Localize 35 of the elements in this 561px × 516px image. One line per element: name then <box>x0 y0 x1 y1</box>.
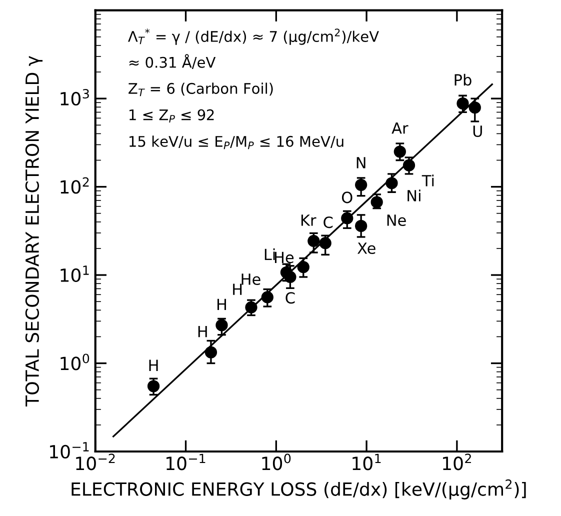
data-label: Xe <box>357 242 376 254</box>
x-axis-title: ELECTRONIC ENERGY LOSS (dE/dx) [keV/(µg/cm$^{2}$)] <box>72 479 526 500</box>
y-tick-label: 10$^{2}$ <box>60 177 89 194</box>
x-tick-label: 10$^{0}$ <box>262 454 291 470</box>
data-label: C <box>324 216 333 228</box>
annotation: Λ$_{T}$$^{*}$ = γ / (dE/dx) ≈ 7 (µg/cm$^{2}$)/keV <box>128 28 379 45</box>
data-label: H <box>233 284 242 295</box>
y-axis-title: TOTAL SECONDARY ELECTRON YIELD γ <box>25 56 43 406</box>
data-label: Ti <box>422 174 434 186</box>
data-label: H <box>217 298 226 310</box>
annotation: ≈ 0.31 Å/eV <box>129 54 216 70</box>
data-label: H <box>198 326 207 338</box>
data-label: Ar <box>392 122 408 134</box>
annotation: 15 keV/u ≤ E$_{P}$/M$_{P}$ ≤ 16 MeV/u <box>130 136 344 150</box>
data-label: He <box>242 274 260 286</box>
x-tick-label: 10$^{−1}$ <box>166 454 206 470</box>
annotation: Z$_{T}$ = 6 (Carbon Foil) <box>128 82 273 96</box>
y-tick-label: 10$^{3}$ <box>60 88 89 106</box>
annotation: 1 ≤ Z$_{P}$ ≤ 92 <box>130 109 214 123</box>
x-tick-label: 10$^{2}$ <box>443 454 471 470</box>
data-label: Pb <box>454 74 472 86</box>
data-label: He <box>274 252 294 264</box>
data-label: N <box>356 157 366 168</box>
y-tick-label: 10$^{0}$ <box>60 354 90 370</box>
data-label: Kr <box>301 214 316 226</box>
x-tick-label: 10$^{−2}$ <box>76 454 115 470</box>
data-label: Ni <box>408 190 420 202</box>
data-label: Li <box>264 248 275 260</box>
x-tick-label: 10$^{1}$ <box>352 454 381 470</box>
data-label: C <box>286 292 295 304</box>
data-label: U <box>473 126 482 138</box>
y-tick-label: 10$^{1}$ <box>60 266 89 282</box>
data-label: Ne <box>387 214 406 226</box>
data-label: H <box>149 360 158 371</box>
data-label: O <box>342 192 352 204</box>
